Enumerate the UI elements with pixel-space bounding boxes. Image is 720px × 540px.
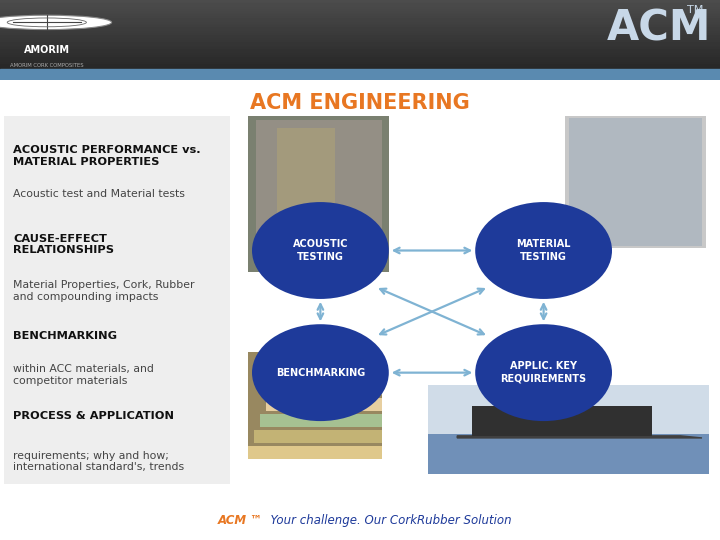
Text: CAUSE-EFFECT
RELATIONSHIPS: CAUSE-EFFECT RELATIONSHIPS	[13, 234, 114, 255]
Text: Your challenge. Our CorkRubber Solution: Your challenge. Our CorkRubber Solution	[263, 514, 511, 527]
Bar	[260, 414, 382, 427]
Text: AMORIM CORK COMPOSITES: AMORIM CORK COMPOSITES	[10, 63, 84, 68]
Polygon shape	[457, 436, 702, 438]
FancyArrowPatch shape	[318, 304, 323, 319]
Bar	[256, 120, 382, 267]
Text: MATERIAL
TESTING: MATERIAL TESTING	[516, 239, 571, 262]
Text: AMORIM: AMORIM	[24, 45, 70, 55]
Bar	[4, 116, 230, 484]
Bar	[266, 397, 382, 411]
Bar	[569, 118, 702, 246]
Text: TM: TM	[687, 5, 703, 15]
Circle shape	[0, 15, 112, 30]
Bar	[565, 116, 706, 248]
Bar	[248, 116, 389, 272]
FancyArrowPatch shape	[541, 304, 546, 319]
Text: ACOUSTIC
TESTING: ACOUSTIC TESTING	[292, 239, 348, 262]
Ellipse shape	[252, 202, 389, 299]
Text: ACM ™: ACM ™	[218, 514, 263, 527]
Bar	[0, 69, 720, 80]
Ellipse shape	[475, 324, 612, 421]
Bar	[248, 352, 382, 459]
Text: Acoustic test and Material tests: Acoustic test and Material tests	[13, 190, 185, 199]
Text: APPLIC. KEY
REQUIREMENTS: APPLIC. KEY REQUIREMENTS	[500, 361, 587, 384]
Text: BENCHMARKING: BENCHMARKING	[276, 368, 365, 377]
Bar	[254, 429, 382, 443]
FancyArrowPatch shape	[394, 248, 470, 253]
Text: ACM: ACM	[607, 8, 711, 50]
Bar	[248, 446, 382, 459]
FancyArrowPatch shape	[394, 370, 470, 375]
Bar	[256, 120, 382, 267]
Text: requirements; why and how;
international standard's, trends: requirements; why and how; international…	[13, 450, 184, 472]
Bar	[271, 381, 382, 395]
FancyArrowPatch shape	[380, 289, 484, 334]
Ellipse shape	[475, 202, 612, 299]
Ellipse shape	[252, 324, 389, 421]
Text: Material Properties, Cork, Rubber
and compounding impacts: Material Properties, Cork, Rubber and co…	[13, 280, 194, 301]
FancyArrowPatch shape	[380, 289, 484, 334]
Text: BENCHMARKING: BENCHMARKING	[13, 330, 117, 341]
Bar	[428, 386, 709, 474]
Text: PROCESS & APPLICATION: PROCESS & APPLICATION	[13, 410, 174, 421]
Text: within ACC materials, and
competitor materials: within ACC materials, and competitor mat…	[13, 364, 154, 386]
Bar	[428, 434, 709, 474]
Bar	[277, 129, 335, 255]
Text: ACM ENGINEERING: ACM ENGINEERING	[250, 93, 470, 113]
Bar	[472, 406, 652, 436]
Text: ACOUSTIC PERFORMANCE vs.
MATERIAL PROPERTIES: ACOUSTIC PERFORMANCE vs. MATERIAL PROPER…	[13, 145, 201, 167]
